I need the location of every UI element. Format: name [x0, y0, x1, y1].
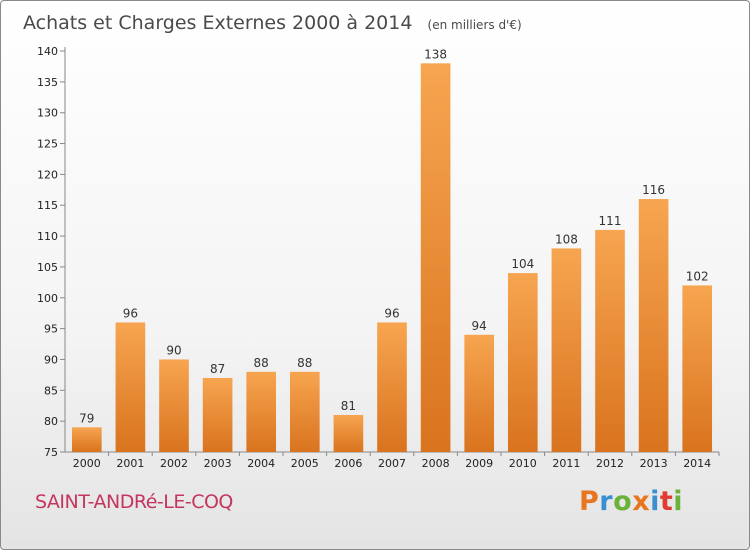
bar — [638, 199, 669, 452]
chart-subtitle: (en milliers d'€) — [428, 18, 522, 32]
bar — [246, 371, 277, 452]
chart-title-text: Achats et Charges Externes 2000 à 2014 — [23, 12, 412, 34]
bar-value-label: 102 — [686, 269, 709, 283]
bar-value-label: 96 — [384, 306, 399, 320]
bar-value-label: 87 — [210, 362, 225, 376]
brand-letter: t — [659, 486, 674, 517]
location-name: SAINT-ANDRé-LE-COQ — [35, 491, 233, 513]
y-tick-label: 95 — [44, 323, 58, 336]
brand-letter: i — [673, 486, 684, 517]
x-tick-label: 2007 — [378, 457, 406, 470]
y-tick-label: 85 — [44, 384, 58, 397]
y-tick-label: 120 — [37, 168, 58, 181]
brand-letter: r — [599, 486, 614, 517]
chart-title: Achats et Charges Externes 2000 à 2014 (… — [23, 12, 522, 34]
bar-value-label: 138 — [424, 47, 447, 61]
bar — [507, 273, 538, 452]
bar-value-label: 96 — [123, 306, 138, 320]
x-tick-label: 2011 — [552, 457, 580, 470]
y-tick-label: 110 — [37, 230, 58, 243]
bar-value-label: 88 — [254, 356, 269, 370]
value-labels: 79 96 90 87 88 88 81 96 138 94 104 108 111 116 102 — [79, 47, 708, 425]
y-tick-label: 140 — [37, 45, 58, 58]
x-tick-label: 2001 — [116, 457, 144, 470]
bar-value-label: 111 — [599, 214, 622, 228]
bar — [115, 322, 146, 452]
brand-letter: x — [632, 486, 651, 517]
y-tick-label: 130 — [37, 107, 58, 120]
y-tick-label: 105 — [37, 261, 58, 274]
bar-value-label: 104 — [511, 257, 534, 271]
bar — [420, 63, 451, 452]
bar-value-label: 94 — [472, 319, 487, 333]
bar — [202, 377, 233, 452]
bar-value-label: 108 — [555, 232, 578, 246]
x-tick-label: 2006 — [334, 457, 362, 470]
bar-value-label: 81 — [341, 399, 356, 413]
y-tick-label: 75 — [44, 446, 58, 459]
x-tick-label: 2009 — [465, 457, 493, 470]
bar-value-label: 90 — [166, 343, 181, 357]
bars — [71, 63, 713, 452]
bar-value-label: 79 — [79, 411, 94, 425]
bar — [464, 334, 495, 452]
brand-letter: o — [613, 486, 633, 517]
x-tick-label: 2000 — [73, 457, 101, 470]
bar — [551, 248, 582, 452]
brand-logo: Proxiti — [579, 486, 683, 517]
x-tick-label: 2014 — [683, 457, 711, 470]
bar — [682, 285, 713, 452]
x-tick-label: 2012 — [596, 457, 624, 470]
bar — [377, 322, 407, 452]
x-tick-label: 2002 — [160, 457, 188, 470]
x-tick-label: 2004 — [247, 457, 275, 470]
y-tick-label: 135 — [37, 76, 58, 89]
x-tick-label: 2008 — [422, 457, 450, 470]
bar — [289, 371, 320, 452]
brand-letter: i — [650, 486, 660, 517]
y-tick-label: 90 — [44, 353, 58, 366]
x-tick-label: 2005 — [291, 457, 319, 470]
x-tick-label: 2013 — [640, 457, 668, 470]
axes: 75 80 85 90 95 100 105 110 115 120 125 130 135 140 200… — [37, 45, 720, 470]
x-tick-label: 2003 — [204, 457, 232, 470]
y-tick-label: 80 — [44, 415, 58, 428]
brand-letter: P — [579, 486, 600, 517]
y-tick-label: 100 — [37, 292, 58, 305]
bar — [159, 359, 189, 452]
bar — [595, 229, 625, 452]
bar-value-label: 116 — [642, 183, 665, 197]
x-tick-label: 2010 — [509, 457, 537, 470]
y-tick-label: 115 — [37, 199, 58, 212]
bar — [71, 427, 102, 452]
bar-value-label: 88 — [297, 356, 312, 370]
bar — [333, 414, 364, 452]
y-tick-label: 125 — [37, 138, 58, 151]
